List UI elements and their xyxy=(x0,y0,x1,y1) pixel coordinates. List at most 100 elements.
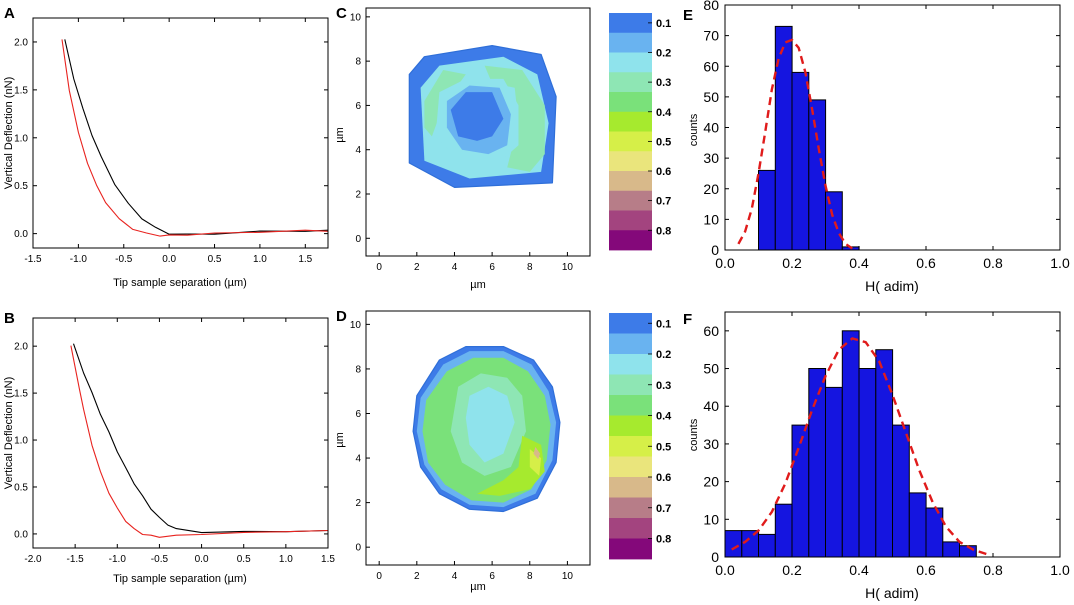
y-tick-label: 0 xyxy=(711,549,719,565)
colorbar-swatch xyxy=(609,210,652,231)
x-tick-label: 10 xyxy=(562,262,574,273)
x-tick-label: -0.5 xyxy=(115,254,133,265)
x-tick-label: 0.0 xyxy=(162,254,176,265)
plot-f-y-ticks: 0 10 20 30 40 50 60 xyxy=(703,323,1060,565)
colorbar-label: 0.8 xyxy=(656,534,671,546)
x-tick-label: 0.0 xyxy=(715,255,735,271)
panel-letter-b: B xyxy=(4,310,15,327)
colorbar-swatch xyxy=(609,415,652,437)
x-tick-label: 4 xyxy=(452,262,458,273)
y-tick-label: 50 xyxy=(703,89,719,105)
contour-level-6-region xyxy=(529,449,542,476)
y-tick-label: 20 xyxy=(703,181,719,197)
colorbar-swatch xyxy=(609,151,652,172)
plot-d-colorbar: 0.1 0.2 0.3 0.4 0.5 0.6 0.7 0.8 xyxy=(609,313,672,560)
y-tick-label: 30 xyxy=(703,436,719,452)
histogram-bar xyxy=(858,368,877,558)
plot-e-x-label: H( adim) xyxy=(865,278,919,294)
colorbar-swatch xyxy=(609,52,652,73)
plot-a-x-label: Tip sample separation (µm) xyxy=(113,277,247,289)
histogram-bar xyxy=(758,169,776,251)
approach-curve xyxy=(64,39,329,235)
histogram-bar xyxy=(825,386,843,558)
gaussian-fit-curve xyxy=(737,38,853,250)
histogram-bar xyxy=(892,424,910,558)
colorbar-swatch xyxy=(609,111,652,132)
y-tick-label: 0 xyxy=(355,543,361,554)
plot-d-frame xyxy=(365,310,591,566)
histogram-bar xyxy=(741,530,760,558)
x-tick-label: 0.5 xyxy=(237,554,251,565)
contour-level-2-region xyxy=(465,386,515,463)
colorbar-swatch xyxy=(609,13,652,34)
histogram-bar xyxy=(942,541,961,558)
y-tick-label: 0.5 xyxy=(14,482,28,493)
x-tick-label: 6 xyxy=(489,571,495,582)
panel-letter-c: C xyxy=(336,5,347,22)
colorbar-label: 0.2 xyxy=(656,349,671,361)
colorbar-label: 0.6 xyxy=(656,166,671,178)
y-tick-label: 0 xyxy=(711,242,719,258)
plot-f-x-ticks: 0.0 0.2 0.4 0.6 0.8 1.0 xyxy=(715,312,1070,578)
plot-d-y-ticks: 0 2 4 6 8 10 xyxy=(350,320,370,554)
x-tick-label: 10 xyxy=(562,571,574,582)
plot-c-frame xyxy=(365,7,591,257)
colorbar-swatch xyxy=(609,374,652,396)
x-tick-label: 1.0 xyxy=(253,254,267,265)
y-tick-label: 40 xyxy=(703,120,719,136)
plot-d-x-label: µm xyxy=(470,581,486,593)
plot-a-x-ticks: -1.5 -1.0 -0.5 0.0 0.5 1.0 1.5 xyxy=(24,18,313,265)
plot-e-histogram xyxy=(737,25,860,251)
plot-f-x-label: H( adim) xyxy=(865,585,919,601)
colorbar-label: 0.5 xyxy=(656,441,671,453)
y-tick-label: 10 xyxy=(703,511,719,527)
x-tick-label: -1.5 xyxy=(24,254,42,265)
colorbar-label: 0.8 xyxy=(656,225,671,237)
x-tick-label: 0.4 xyxy=(849,255,869,271)
x-tick-label: -0.5 xyxy=(151,554,169,565)
x-tick-label: 0 xyxy=(376,571,382,582)
histogram-bar xyxy=(791,424,810,558)
plot-c-y-label: µm xyxy=(334,127,346,143)
contour-level-3-region xyxy=(484,65,545,172)
approach-curve xyxy=(72,343,329,534)
plot-d-contours xyxy=(412,346,561,513)
histogram-bar xyxy=(774,503,793,558)
colorbar-swatch xyxy=(609,190,652,211)
y-tick-label: 10 xyxy=(703,211,719,227)
y-tick-label: 60 xyxy=(703,323,719,339)
colorbar-label: 0.5 xyxy=(656,136,671,148)
y-tick-label: 10 xyxy=(350,12,362,23)
colorbar-label: 0.2 xyxy=(656,48,671,60)
plot-c-colorbar: 0.1 0.2 0.3 0.4 0.5 0.6 0.7 0.8 xyxy=(609,13,672,251)
colorbar-label: 0.4 xyxy=(656,107,672,119)
colorbar-label: 0.1 xyxy=(656,318,671,330)
plot-b-x-ticks: -2.0 -1.5 -1.0 -0.5 0.0 0.5 1.0 1.5 xyxy=(24,318,335,565)
x-tick-label: 0 xyxy=(376,262,382,273)
x-tick-label: 2 xyxy=(414,571,420,582)
plot-a-curves xyxy=(61,39,329,237)
contour-level-8-region xyxy=(533,446,541,460)
y-tick-label: 0 xyxy=(355,234,361,245)
colorbar-swatch xyxy=(609,171,652,192)
y-tick-label: 0.0 xyxy=(14,529,28,540)
x-tick-label: 0.2 xyxy=(782,562,802,578)
plot-c-x-label: µm xyxy=(470,279,486,291)
y-tick-label: 80 xyxy=(703,0,719,13)
y-tick-label: 2.0 xyxy=(14,342,28,353)
colorbar-label: 0.6 xyxy=(656,472,671,484)
x-tick-label: -1.5 xyxy=(67,554,85,565)
y-tick-label: 30 xyxy=(703,150,719,166)
x-tick-label: 1.5 xyxy=(298,254,312,265)
x-tick-label: 6 xyxy=(489,262,495,273)
y-tick-label: 6 xyxy=(355,101,361,112)
y-tick-label: 1.0 xyxy=(14,436,28,447)
histogram-bar xyxy=(724,530,743,558)
x-tick-label: 0.0 xyxy=(195,554,209,565)
colorbar-label: 0.7 xyxy=(656,196,671,208)
colorbar-swatch xyxy=(609,92,652,113)
y-tick-label: 2 xyxy=(355,190,361,201)
histogram-bar xyxy=(791,71,810,251)
colorbar-swatch xyxy=(609,72,652,93)
